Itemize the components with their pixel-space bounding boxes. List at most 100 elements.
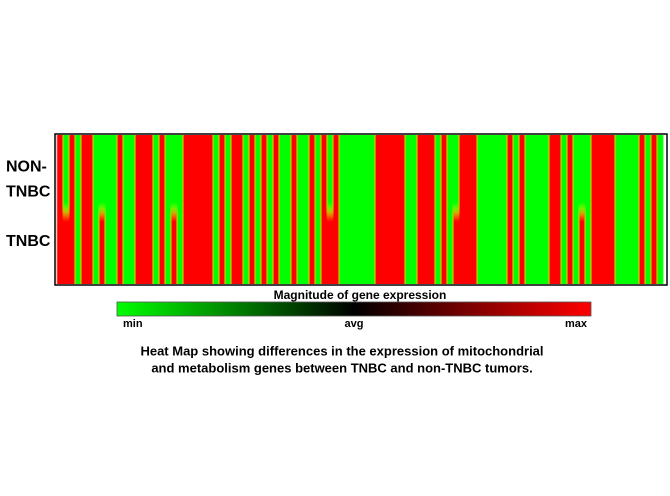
- heatmap-cell: [561, 135, 568, 212]
- heatmap-cell: [267, 135, 274, 212]
- heatmap-cell: [489, 212, 496, 284]
- heatmap-cell: [75, 135, 82, 212]
- heatmap-cell: [375, 135, 382, 212]
- heatmap-cell: [501, 135, 508, 212]
- heatmap-cell: [393, 212, 400, 284]
- heatmap-cell: [507, 135, 514, 212]
- heatmap-cell: [591, 135, 598, 212]
- heatmap-cell: [81, 135, 88, 212]
- heatmap-cell: [447, 135, 454, 212]
- heatmap-cell: [63, 135, 70, 212]
- heatmap-cell: [441, 135, 448, 212]
- colorbar-title: Magnitude of gene expression: [274, 288, 447, 302]
- heatmap-cell: [525, 212, 532, 284]
- heatmap-cell: [213, 135, 220, 212]
- heatmap-cell: [321, 135, 328, 212]
- heatmap-cell: [345, 212, 352, 284]
- heatmap-cell: [477, 212, 484, 284]
- heatmap-cell: [489, 135, 496, 212]
- heatmap-cell: [447, 212, 454, 284]
- heatmap-cell: [657, 212, 664, 284]
- heatmap-cell: [165, 135, 172, 212]
- heatmap-cell: [579, 135, 586, 212]
- colorbar-tick-label: avg: [345, 318, 364, 330]
- heatmap-cell: [75, 212, 82, 284]
- heatmap-cell: [411, 135, 418, 212]
- colorbar-tick-label: max: [565, 318, 588, 330]
- heatmap-cell: [63, 212, 70, 284]
- heatmap-cell: [261, 212, 268, 284]
- heatmap-cell: [159, 135, 166, 212]
- heatmap-cell: [123, 212, 130, 284]
- heatmap-cell: [417, 212, 424, 284]
- heatmap-cell: [297, 212, 304, 284]
- heatmap-cell: [387, 135, 394, 212]
- heatmap-cell: [519, 212, 526, 284]
- colorbar: [116, 301, 592, 317]
- heatmap-cell: [225, 135, 232, 212]
- heatmap-cell: [615, 135, 622, 212]
- heatmap-cell: [603, 212, 610, 284]
- heatmap-cell: [621, 135, 628, 212]
- heatmap-cell: [519, 135, 526, 212]
- heatmap-cell: [213, 212, 220, 284]
- heatmap-cell: [333, 135, 340, 212]
- heatmap-cell: [417, 135, 424, 212]
- heatmap-cell: [561, 212, 568, 284]
- heatmap-cell: [219, 212, 226, 284]
- heatmap-cell: [441, 212, 448, 284]
- row-label: TNBC: [6, 233, 51, 250]
- heatmap-cell: [303, 212, 310, 284]
- heatmap-cell: [657, 135, 664, 212]
- heatmap-cell: [399, 212, 406, 284]
- heatmap-cell: [537, 212, 544, 284]
- heatmap-cell: [381, 212, 388, 284]
- heatmap-cell: [87, 135, 94, 212]
- heatmap-cell: [267, 212, 274, 284]
- heatmap-cell: [219, 135, 226, 212]
- heatmap-cell: [255, 135, 262, 212]
- heatmap-cell: [117, 212, 124, 284]
- heatmap-cell: [453, 135, 460, 212]
- heatmap-cell: [255, 212, 262, 284]
- heatmap-cell: [183, 212, 190, 284]
- heatmap-cell: [201, 135, 208, 212]
- heatmap-cell: [603, 135, 610, 212]
- heatmap-cell: [369, 135, 376, 212]
- heatmap-cell: [201, 212, 208, 284]
- heatmap-cell: [111, 212, 118, 284]
- heatmap-cell: [627, 212, 634, 284]
- heatmap-cell: [99, 212, 106, 284]
- heatmap-cell: [369, 212, 376, 284]
- heatmap-cell: [627, 135, 634, 212]
- heatmap-cell: [609, 212, 616, 284]
- heatmap-cell: [93, 135, 100, 212]
- heatmap-cell: [591, 212, 598, 284]
- heatmap-cell: [483, 212, 490, 284]
- heatmap-cell: [105, 135, 112, 212]
- heatmap-cell: [291, 135, 298, 212]
- heatmap-cell: [555, 135, 562, 212]
- heatmap-cell: [69, 212, 76, 284]
- heatmap-cell: [357, 135, 364, 212]
- heatmap-cell: [597, 212, 604, 284]
- heatmap-cell: [171, 212, 178, 284]
- heatmap-cell: [543, 212, 550, 284]
- heatmap-cell: [315, 212, 322, 284]
- heatmap-cell: [483, 135, 490, 212]
- heatmap-cell: [453, 212, 460, 284]
- heatmap-cell: [567, 212, 574, 284]
- heatmap-cell: [315, 135, 322, 212]
- heatmap-cell: [327, 135, 334, 212]
- heatmap-cell: [351, 212, 358, 284]
- heatmap-cell: [633, 212, 640, 284]
- heatmap-cell: [645, 212, 652, 284]
- heatmap-cell: [99, 135, 106, 212]
- heatmap-cell: [81, 212, 88, 284]
- heatmap-cell: [117, 135, 124, 212]
- heatmap-cell: [135, 135, 142, 212]
- heatmap-cell: [231, 135, 238, 212]
- heatmap-cell: [585, 135, 592, 212]
- caption: and metabolism genes between TNBC and no…: [151, 360, 532, 375]
